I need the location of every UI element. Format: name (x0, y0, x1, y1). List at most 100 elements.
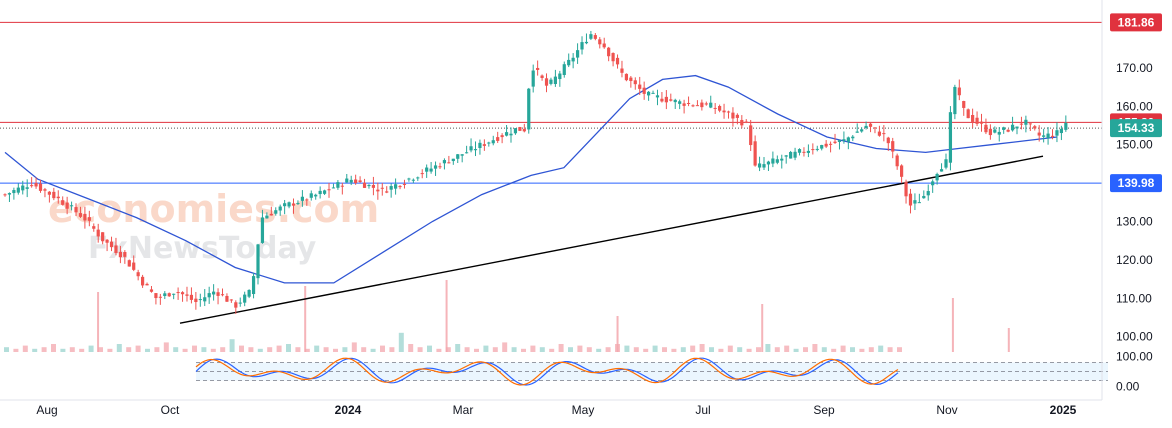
volume-bar (304, 348, 310, 352)
candle-body (762, 164, 766, 168)
candle-body (118, 251, 123, 258)
candle-body (589, 34, 593, 39)
time-axis-label: Sep (813, 403, 835, 417)
volume-bar (22, 345, 28, 352)
candle-body (247, 289, 251, 297)
candle-body (664, 96, 668, 103)
candle-body (234, 302, 238, 308)
candle-body (944, 159, 948, 168)
volume-bar (361, 347, 367, 352)
volume-bar (314, 345, 320, 352)
candle-body (660, 98, 664, 102)
candle-body (544, 78, 549, 86)
candle-body (433, 165, 438, 169)
candle-body (429, 168, 433, 172)
candles (3, 30, 1068, 314)
candle-body (584, 41, 589, 44)
candle-body (376, 189, 380, 192)
candle-body (260, 217, 265, 243)
candle-body (828, 143, 833, 145)
candle-body (1015, 126, 1019, 129)
stochastic-oscillator (195, 357, 1108, 386)
volume-bar (163, 342, 169, 352)
volume-bar (408, 344, 414, 352)
candle-body (824, 143, 828, 147)
volume-bar (436, 348, 442, 352)
candle-body (926, 191, 930, 196)
volume-bar (210, 348, 216, 352)
volume-bar (427, 345, 432, 352)
candle-body (731, 112, 735, 119)
candle-body (336, 182, 340, 188)
candle-body (69, 205, 74, 207)
candle-body (482, 144, 486, 146)
candle-body (367, 184, 371, 187)
volume-bar (793, 348, 799, 352)
candle-body (65, 202, 69, 209)
price-tick-label: 100.00 (1116, 330, 1153, 344)
candle-body (380, 187, 384, 189)
candle-body (553, 76, 557, 85)
time-axis-label: 2024 (335, 403, 362, 417)
candle-body (278, 206, 282, 211)
candle-body (979, 121, 984, 124)
candle-body (780, 158, 784, 161)
volume-bar (257, 348, 263, 352)
volume-bar (135, 345, 141, 352)
volume-bar (398, 332, 404, 352)
volume-bar (97, 292, 100, 352)
candle-body (389, 186, 393, 190)
candle-body (1064, 122, 1068, 130)
candle-body (793, 151, 797, 158)
time-axis-label: May (572, 403, 595, 417)
candle-body (61, 200, 65, 205)
candle-body (358, 180, 362, 183)
candle-body (757, 163, 762, 168)
candle-body (407, 178, 411, 180)
candle-body (718, 106, 722, 111)
candle-body (447, 162, 451, 164)
volume-bar (690, 345, 696, 352)
candle-body (30, 185, 34, 187)
volume-bar (248, 347, 254, 352)
candle-body (83, 213, 87, 221)
candle-body (469, 146, 473, 151)
candle-body (997, 131, 1001, 135)
candle-body (1006, 129, 1010, 132)
candle-body (1010, 124, 1015, 131)
candle-body (256, 244, 260, 279)
candle-body (92, 226, 96, 229)
volume-bar (951, 298, 954, 352)
candle-body (74, 207, 78, 213)
candle-body (815, 148, 819, 150)
volume-bar (351, 342, 357, 352)
trendline-layer (179, 155, 1044, 324)
oscillator-tick-label: 0.00 (1116, 380, 1140, 394)
candle-body (114, 245, 118, 254)
volume-bar (192, 345, 197, 352)
candle-body (473, 149, 478, 151)
volume-bar (304, 286, 307, 352)
candle-body (855, 131, 859, 133)
candle-body (43, 189, 47, 191)
candle-body (580, 42, 584, 50)
candle-body (176, 292, 180, 294)
volume-bar (633, 347, 639, 352)
candle-body (265, 215, 269, 219)
candle-body (638, 84, 642, 89)
candle-body (504, 132, 509, 136)
volume-bar (483, 345, 489, 352)
volume-bar (859, 348, 865, 352)
candle-body (109, 241, 114, 248)
candle-body (451, 158, 455, 162)
volume-bar (126, 347, 132, 352)
volume-bar (887, 347, 893, 352)
time-axis-label: Mar (453, 403, 474, 417)
volume-bar (69, 347, 75, 352)
candle-body (753, 141, 757, 166)
candle-body (988, 128, 992, 136)
volume-bar (718, 348, 724, 352)
candle-body (904, 181, 908, 197)
